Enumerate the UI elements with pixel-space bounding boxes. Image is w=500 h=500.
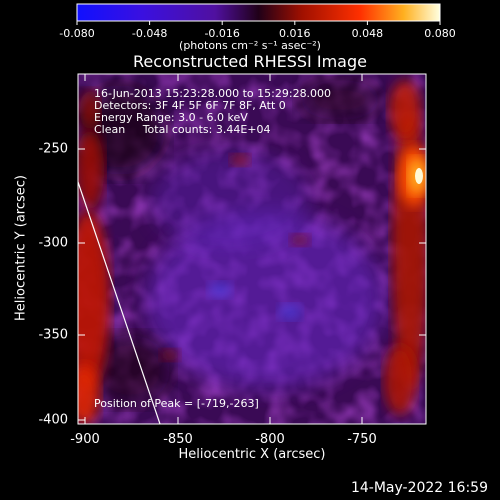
footer-timestamp: 14-May-2022 16:59 xyxy=(350,480,488,496)
y-tick-label: -350 xyxy=(38,327,68,343)
colorbar-tick: -0.016 xyxy=(204,27,240,40)
x-axis-label: Heliocentric X (arcsec) xyxy=(178,447,326,462)
colorbar-units: (photons cm⁻² s⁻¹ asec⁻²) xyxy=(179,39,321,52)
image-area xyxy=(78,74,426,424)
info-time: 16-Jun-2013 15:23:28.000 to 15:29:28.000 xyxy=(94,87,332,100)
x-tick-label: -750 xyxy=(347,432,377,447)
colorbar-tick: 0.016 xyxy=(279,27,311,40)
info-detectors: Detectors: 3F 4F 5F 6F 7F 8F, Att 0 xyxy=(94,99,286,112)
colorbar-tick: 0.080 xyxy=(424,27,456,40)
colorbar-gradient xyxy=(76,3,441,22)
y-axis-label: Heliocentric Y (arcsec) xyxy=(13,175,29,321)
image-title: Reconstructed RHESSI Image xyxy=(133,52,367,71)
peak-position: Position of Peak = [-719,-263] xyxy=(94,397,259,410)
y-tick-label: -300 xyxy=(38,235,68,251)
colorbar xyxy=(76,3,441,25)
plot-frame xyxy=(77,73,427,425)
colorbar-tick: -0.080 xyxy=(59,27,95,40)
x-tick-label: -900 xyxy=(70,432,100,447)
y-tick-label: -250 xyxy=(38,141,68,157)
x-tick-label: -800 xyxy=(255,432,285,447)
solar-limb-line xyxy=(78,181,161,424)
colorbar-tick: -0.048 xyxy=(131,27,168,40)
y-tick-label: -400 xyxy=(38,412,68,428)
colorbar-tick: 0.048 xyxy=(351,27,384,40)
info-energy: Energy Range: 3.0 - 6.0 keV xyxy=(94,111,248,124)
info-clean: Clean Total counts: 3.44E+04 xyxy=(94,123,271,136)
x-tick-label: -850 xyxy=(163,432,193,447)
